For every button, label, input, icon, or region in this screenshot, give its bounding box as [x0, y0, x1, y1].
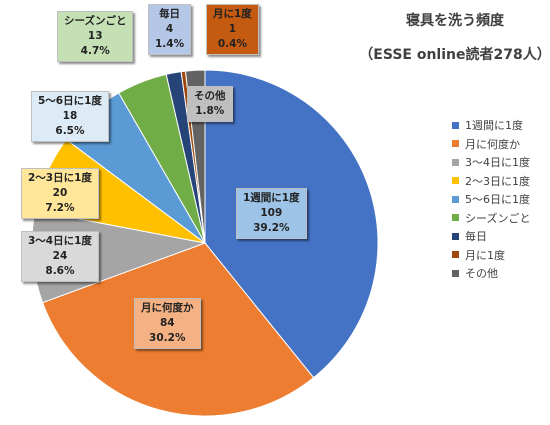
label-count: 24: [52, 250, 68, 262]
legend-label: 月に1度: [465, 248, 505, 262]
label-percent: 1.4%: [155, 38, 185, 50]
legend-item: 5〜6日に1度: [452, 190, 530, 209]
legend-label: その他: [465, 267, 498, 281]
legend-item: 1週間に1度: [452, 116, 530, 135]
legend-label: 2〜3日に1度: [465, 174, 530, 188]
chart-legend: 1週間に1度 月に何度か 3〜4日に1度 2〜3日に1度 5〜6日に1度 シーズンごと 毎日…: [452, 116, 530, 283]
label-category: 1週間に1度: [243, 192, 300, 204]
legend-swatch: [452, 251, 459, 259]
data-label: 1週間に1度 109 39.2%: [236, 188, 307, 239]
legend-item: 月に何度か: [452, 135, 530, 154]
legend-swatch: [452, 177, 459, 185]
legend-swatch: [452, 269, 459, 277]
data-label: その他 1.8%: [187, 86, 233, 122]
legend-swatch: [452, 140, 459, 148]
label-percent: 0.4%: [217, 38, 247, 50]
legend-label: 毎日: [465, 230, 487, 244]
label-category: 月に1度: [213, 8, 252, 20]
chart-title: 寝具を洗う頻度: [406, 13, 504, 29]
legend-swatch: [452, 232, 459, 240]
legend-item: 2〜3日に1度: [452, 172, 530, 191]
data-label: 毎日 4 1.4%: [148, 4, 192, 55]
label-count: 1: [228, 23, 237, 35]
legend-swatch: [452, 214, 459, 222]
label-category: その他: [194, 90, 226, 102]
label-percent: 4.7%: [80, 45, 110, 57]
label-category: 毎日: [159, 8, 181, 20]
label-count: 109: [260, 207, 283, 219]
label-percent: 30.2%: [149, 332, 186, 344]
legend-label: 5〜6日に1度: [465, 193, 530, 207]
legend-item: 3〜4日に1度: [452, 153, 530, 172]
label-percent: 8.6%: [45, 265, 75, 277]
legend-label: 月に何度か: [465, 137, 520, 151]
label-category: シーズンごと: [64, 15, 127, 27]
data-label: 月に1度 1 0.4%: [206, 4, 259, 55]
legend-label: 3〜4日に1度: [465, 156, 530, 170]
legend-label: 1週間に1度: [465, 119, 523, 133]
label-percent: 7.2%: [45, 202, 75, 214]
label-category: 5〜6日に1度: [38, 95, 102, 107]
legend-item: 毎日: [452, 227, 530, 246]
legend-swatch: [452, 121, 459, 129]
legend-item: その他: [452, 264, 530, 283]
legend-swatch: [452, 195, 459, 203]
label-category: 月に何度か: [141, 302, 194, 314]
data-label: 5〜6日に1度 18 6.5%: [31, 91, 109, 142]
label-percent: 1.8%: [195, 105, 225, 117]
label-percent: 39.2%: [253, 222, 290, 234]
label-category: 3〜4日に1度: [28, 235, 92, 247]
chart-subtitle: （ESSE online読者278人）: [359, 47, 550, 63]
label-category: 2〜3日に1度: [28, 172, 92, 184]
legend-swatch: [452, 158, 459, 166]
legend-label: シーズンごと: [465, 211, 531, 225]
data-label: 3〜4日に1度 24 8.6%: [21, 231, 99, 282]
label-count: 13: [87, 30, 103, 42]
data-label: 2〜3日に1度 20 7.2%: [21, 168, 99, 219]
legend-item: 月に1度: [452, 246, 530, 265]
label-count: 20: [52, 187, 68, 199]
label-count: 4: [165, 23, 174, 35]
data-label: シーズンごと 13 4.7%: [57, 11, 134, 62]
data-label: 月に何度か 84 30.2%: [134, 298, 201, 349]
label-count: 84: [159, 317, 175, 329]
legend-item: シーズンごと: [452, 209, 530, 228]
label-percent: 6.5%: [55, 125, 85, 137]
label-count: 18: [62, 110, 78, 122]
